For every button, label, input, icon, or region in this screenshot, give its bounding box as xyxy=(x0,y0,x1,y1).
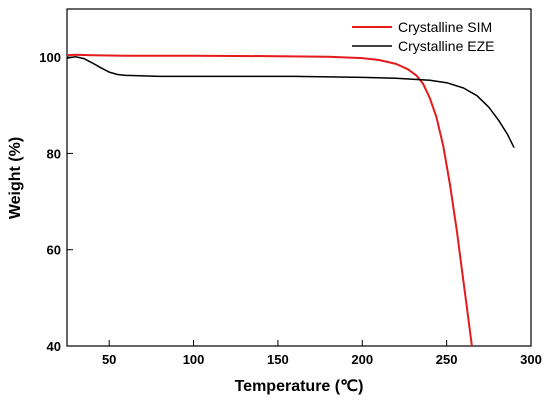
legend: Crystalline SIM Crystalline EZE xyxy=(352,19,494,54)
x-tick-label-1: 100 xyxy=(183,352,205,367)
y-axis-title: Weight (%) xyxy=(7,137,24,219)
y-tick-label-3: 100 xyxy=(39,50,61,65)
series-line-1 xyxy=(66,55,515,149)
y-tick-label-2: 80 xyxy=(47,146,61,161)
x-tick-label-5: 300 xyxy=(520,352,542,367)
legend-label-sim: Crystalline SIM xyxy=(398,19,492,35)
x-axis-title: Temperature (℃) xyxy=(235,378,364,395)
series-line-0 xyxy=(66,53,473,347)
legend-label-eze: Crystalline EZE xyxy=(398,38,494,54)
y-tick-label-1: 60 xyxy=(47,243,61,258)
series-layer xyxy=(66,53,515,347)
x-tick-label-2: 150 xyxy=(267,352,289,367)
plot-frame xyxy=(66,8,532,347)
x-tick-label-0: 50 xyxy=(102,352,116,367)
y-tick-label-0: 40 xyxy=(47,339,61,354)
x-tick-label-4: 250 xyxy=(436,352,458,367)
x-tick-label-3: 200 xyxy=(351,352,373,367)
tick-layer: 50 100 150 200 250 300 40 60 80 100 xyxy=(39,50,542,367)
